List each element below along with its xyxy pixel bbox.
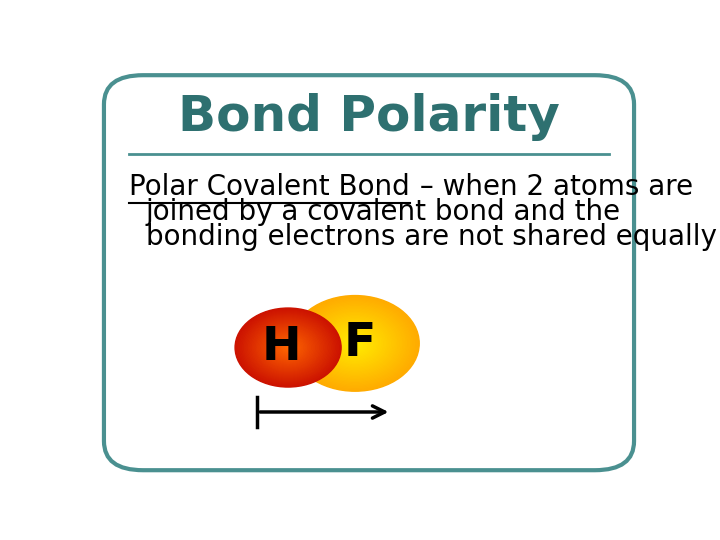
Circle shape xyxy=(272,336,304,360)
Text: – when 2 atoms are: – when 2 atoms are xyxy=(412,173,693,201)
Circle shape xyxy=(280,342,296,354)
FancyBboxPatch shape xyxy=(104,75,634,470)
Circle shape xyxy=(339,332,371,355)
Circle shape xyxy=(320,317,390,370)
Text: F: F xyxy=(343,321,376,366)
Circle shape xyxy=(256,324,320,371)
Circle shape xyxy=(253,322,323,373)
Circle shape xyxy=(240,312,336,383)
Circle shape xyxy=(296,299,415,388)
Circle shape xyxy=(264,330,312,366)
Circle shape xyxy=(317,315,394,372)
Circle shape xyxy=(348,339,361,348)
Circle shape xyxy=(282,342,294,353)
Circle shape xyxy=(258,325,318,370)
Circle shape xyxy=(252,321,324,374)
Circle shape xyxy=(313,312,397,374)
Circle shape xyxy=(263,329,313,366)
Circle shape xyxy=(244,315,332,380)
Circle shape xyxy=(323,320,387,367)
Text: H: H xyxy=(261,325,301,370)
Circle shape xyxy=(354,342,356,345)
Circle shape xyxy=(294,298,416,389)
Circle shape xyxy=(274,336,302,359)
Circle shape xyxy=(260,327,316,368)
Circle shape xyxy=(236,309,340,386)
Circle shape xyxy=(287,347,289,348)
Circle shape xyxy=(251,320,325,375)
Circle shape xyxy=(238,310,338,385)
Circle shape xyxy=(292,297,418,390)
Text: Polar Covalent Bond: Polar Covalent Bond xyxy=(129,173,410,201)
Circle shape xyxy=(331,326,379,361)
Circle shape xyxy=(250,319,327,376)
Circle shape xyxy=(242,313,335,382)
Circle shape xyxy=(352,341,359,346)
Circle shape xyxy=(271,335,305,360)
Circle shape xyxy=(266,331,310,364)
Circle shape xyxy=(336,329,374,357)
Circle shape xyxy=(309,309,402,378)
Text: joined by a covalent bond and the: joined by a covalent bond and the xyxy=(145,198,621,226)
Circle shape xyxy=(261,328,315,367)
Circle shape xyxy=(318,316,392,371)
Circle shape xyxy=(302,304,408,383)
Circle shape xyxy=(341,333,369,354)
Circle shape xyxy=(310,310,400,377)
Circle shape xyxy=(267,332,310,363)
Circle shape xyxy=(329,324,381,362)
Circle shape xyxy=(305,306,405,381)
Circle shape xyxy=(279,341,297,354)
Circle shape xyxy=(297,300,413,387)
Circle shape xyxy=(248,318,328,377)
Circle shape xyxy=(334,328,376,359)
Circle shape xyxy=(246,316,330,379)
Circle shape xyxy=(259,326,318,369)
Circle shape xyxy=(342,334,368,353)
Circle shape xyxy=(277,340,299,355)
Circle shape xyxy=(276,339,300,356)
Circle shape xyxy=(307,307,403,379)
Circle shape xyxy=(328,323,382,364)
Circle shape xyxy=(325,321,385,366)
Circle shape xyxy=(338,330,373,356)
Circle shape xyxy=(346,336,364,350)
Circle shape xyxy=(235,308,341,387)
Text: bonding electrons are not shared equally: bonding electrons are not shared equally xyxy=(145,224,716,251)
Circle shape xyxy=(350,340,360,347)
Circle shape xyxy=(347,338,363,349)
Circle shape xyxy=(275,338,302,357)
Circle shape xyxy=(284,345,292,350)
Circle shape xyxy=(269,333,308,362)
Circle shape xyxy=(283,343,293,352)
Circle shape xyxy=(304,305,406,382)
Circle shape xyxy=(239,311,337,384)
Circle shape xyxy=(326,322,384,365)
Circle shape xyxy=(333,327,377,360)
Circle shape xyxy=(285,346,291,349)
Circle shape xyxy=(269,334,307,361)
Text: Bond Polarity: Bond Polarity xyxy=(178,93,560,141)
Circle shape xyxy=(344,335,366,352)
Circle shape xyxy=(300,303,410,384)
Circle shape xyxy=(247,317,329,378)
Circle shape xyxy=(321,318,389,368)
Circle shape xyxy=(315,314,395,373)
Circle shape xyxy=(243,314,333,381)
Circle shape xyxy=(291,295,419,391)
Circle shape xyxy=(299,301,411,385)
Circle shape xyxy=(312,311,398,376)
Circle shape xyxy=(255,323,321,372)
